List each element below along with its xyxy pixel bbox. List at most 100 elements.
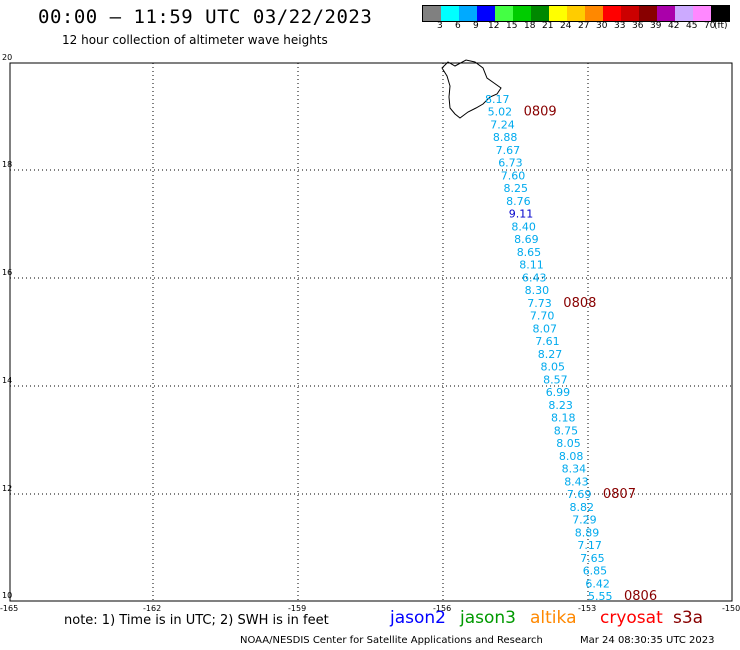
legend-label: 70 (704, 21, 716, 31)
island-coastline (441, 59, 502, 119)
legend-swatch (711, 6, 729, 21)
wave-height-value: 8.05 (541, 361, 566, 374)
wave-height-track: 8.175.027.248.887.676.737.608.258.769.11… (485, 93, 613, 603)
pass-time-label: 0807 (603, 487, 636, 502)
legend-swatch (585, 6, 603, 21)
legend-swatch (567, 6, 585, 21)
wave-height-value: 7.65 (580, 552, 605, 565)
wave-height-value: 8.23 (548, 399, 573, 412)
wave-height-value: 6.42 (585, 577, 610, 590)
satellite-label: cryosat (600, 608, 663, 628)
wave-height-value: 8.57 (543, 373, 568, 386)
color-legend (422, 5, 730, 22)
satellite-label: altika (530, 608, 577, 628)
pass-time-label: 0809 (524, 105, 557, 120)
wave-height-value: 8.17 (485, 93, 510, 106)
longitude-label: -162 (143, 604, 161, 613)
pass-time-label: 0806 (624, 589, 657, 604)
legend-swatch (459, 6, 477, 21)
legend-swatch (639, 6, 657, 21)
legend-swatch (603, 6, 621, 21)
wave-height-value: 8.11 (519, 259, 544, 272)
wave-height-value: 7.69 (567, 488, 592, 501)
wave-height-value: 8.89 (575, 526, 600, 539)
legend-label: 18 (524, 21, 536, 31)
legend-label: 45 (686, 21, 698, 31)
wave-height-value: 8.65 (517, 246, 542, 259)
wave-height-value: 8.08 (559, 450, 584, 463)
latitude-label: 16 (2, 268, 12, 277)
legend-swatch (495, 6, 513, 21)
legend-swatch (477, 6, 495, 21)
wave-height-value: 8.07 (533, 322, 558, 335)
longitude-labels: -165 -162 -159 -156 -153 -150 (0, 604, 740, 613)
legend-swatch (657, 6, 675, 21)
legend-swatch (423, 6, 441, 21)
wave-height-value: 8.43 (564, 475, 589, 488)
wave-height-value: 9.11 (509, 208, 534, 221)
map-title: 00:00 – 11:59 UTC 03/22/2023 (38, 6, 373, 28)
longitude-label: -156 (433, 604, 451, 613)
wave-height-value: 8.30 (525, 284, 550, 297)
wave-height-value: 7.67 (496, 144, 520, 157)
legend-label: 36 (632, 21, 644, 31)
wave-height-value: 8.25 (504, 182, 529, 195)
latitude-labels: 20 18 16 14 12 10 (2, 53, 12, 600)
legend-swatch (693, 6, 711, 21)
legend-label: 27 (578, 21, 590, 31)
wave-height-value: 6.43 (522, 271, 547, 284)
wave-height-value: 6.99 (546, 386, 571, 399)
wave-height-value: 7.70 (530, 310, 555, 323)
wave-height-value: 5.55 (588, 590, 613, 603)
plot-frame (9, 62, 733, 602)
color-legend-unit: (ft) (714, 21, 728, 31)
legend-swatch (675, 6, 693, 21)
wave-height-value: 6.85 (583, 565, 608, 578)
longitude-label: -153 (578, 604, 596, 613)
longitude-label: -165 (0, 604, 18, 613)
wave-height-value: 5.02 (488, 106, 512, 119)
wave-height-value: 8.18 (551, 412, 576, 425)
satellite-label: s3a (673, 608, 704, 628)
longitude-label: -159 (288, 604, 306, 613)
latitude-label: 20 (2, 53, 12, 62)
latitude-label: 14 (2, 376, 12, 385)
legend-label: 21 (542, 21, 554, 31)
longitude-label: -150 (722, 604, 740, 613)
wave-height-value: 8.75 (554, 424, 579, 437)
legend-label: 30 (596, 21, 608, 31)
latitude-label: 12 (2, 484, 12, 493)
wave-height-value: 7.29 (572, 514, 597, 527)
legend-label: 3 (437, 21, 443, 31)
wave-height-value: 8.40 (511, 220, 536, 233)
wave-height-value: 7.61 (535, 335, 560, 348)
wave-height-value: 6.73 (498, 157, 523, 170)
legend-swatch (549, 6, 567, 21)
map-subtitle: 12 hour collection of altimeter wave hei… (62, 33, 328, 47)
footnote: note: 1) Time is in UTC; 2) SWH is in fe… (64, 613, 329, 628)
legend-label: 39 (650, 21, 662, 31)
legend-label: 9 (473, 21, 479, 31)
legend-label: 33 (614, 21, 626, 31)
wave-height-value: 7.73 (527, 297, 552, 310)
grid-lines (10, 63, 732, 601)
time-labels: 0809 0808 0807 0806 (524, 105, 657, 604)
satellite-label: jason2 (390, 608, 446, 628)
wave-height-value: 7.60 (501, 170, 526, 183)
legend-swatch (621, 6, 639, 21)
wave-height-value: 7.24 (490, 119, 515, 132)
legend-label: 6 (455, 21, 461, 31)
wave-height-value: 8.34 (562, 463, 587, 476)
legend-label: 12 (488, 21, 500, 31)
wave-height-value: 8.69 (514, 233, 539, 246)
wave-height-value: 8.05 (556, 437, 581, 450)
wave-height-value: 8.82 (570, 501, 595, 514)
pass-time-label: 0808 (563, 296, 596, 311)
legend-swatch (531, 6, 549, 21)
legend-label: 42 (668, 21, 680, 31)
legend-swatch (441, 6, 459, 21)
wave-height-value: 7.17 (577, 539, 602, 552)
generated-timestamp: Mar 24 08:30:35 UTC 2023 (580, 635, 715, 646)
wave-height-value: 8.76 (506, 195, 530, 208)
